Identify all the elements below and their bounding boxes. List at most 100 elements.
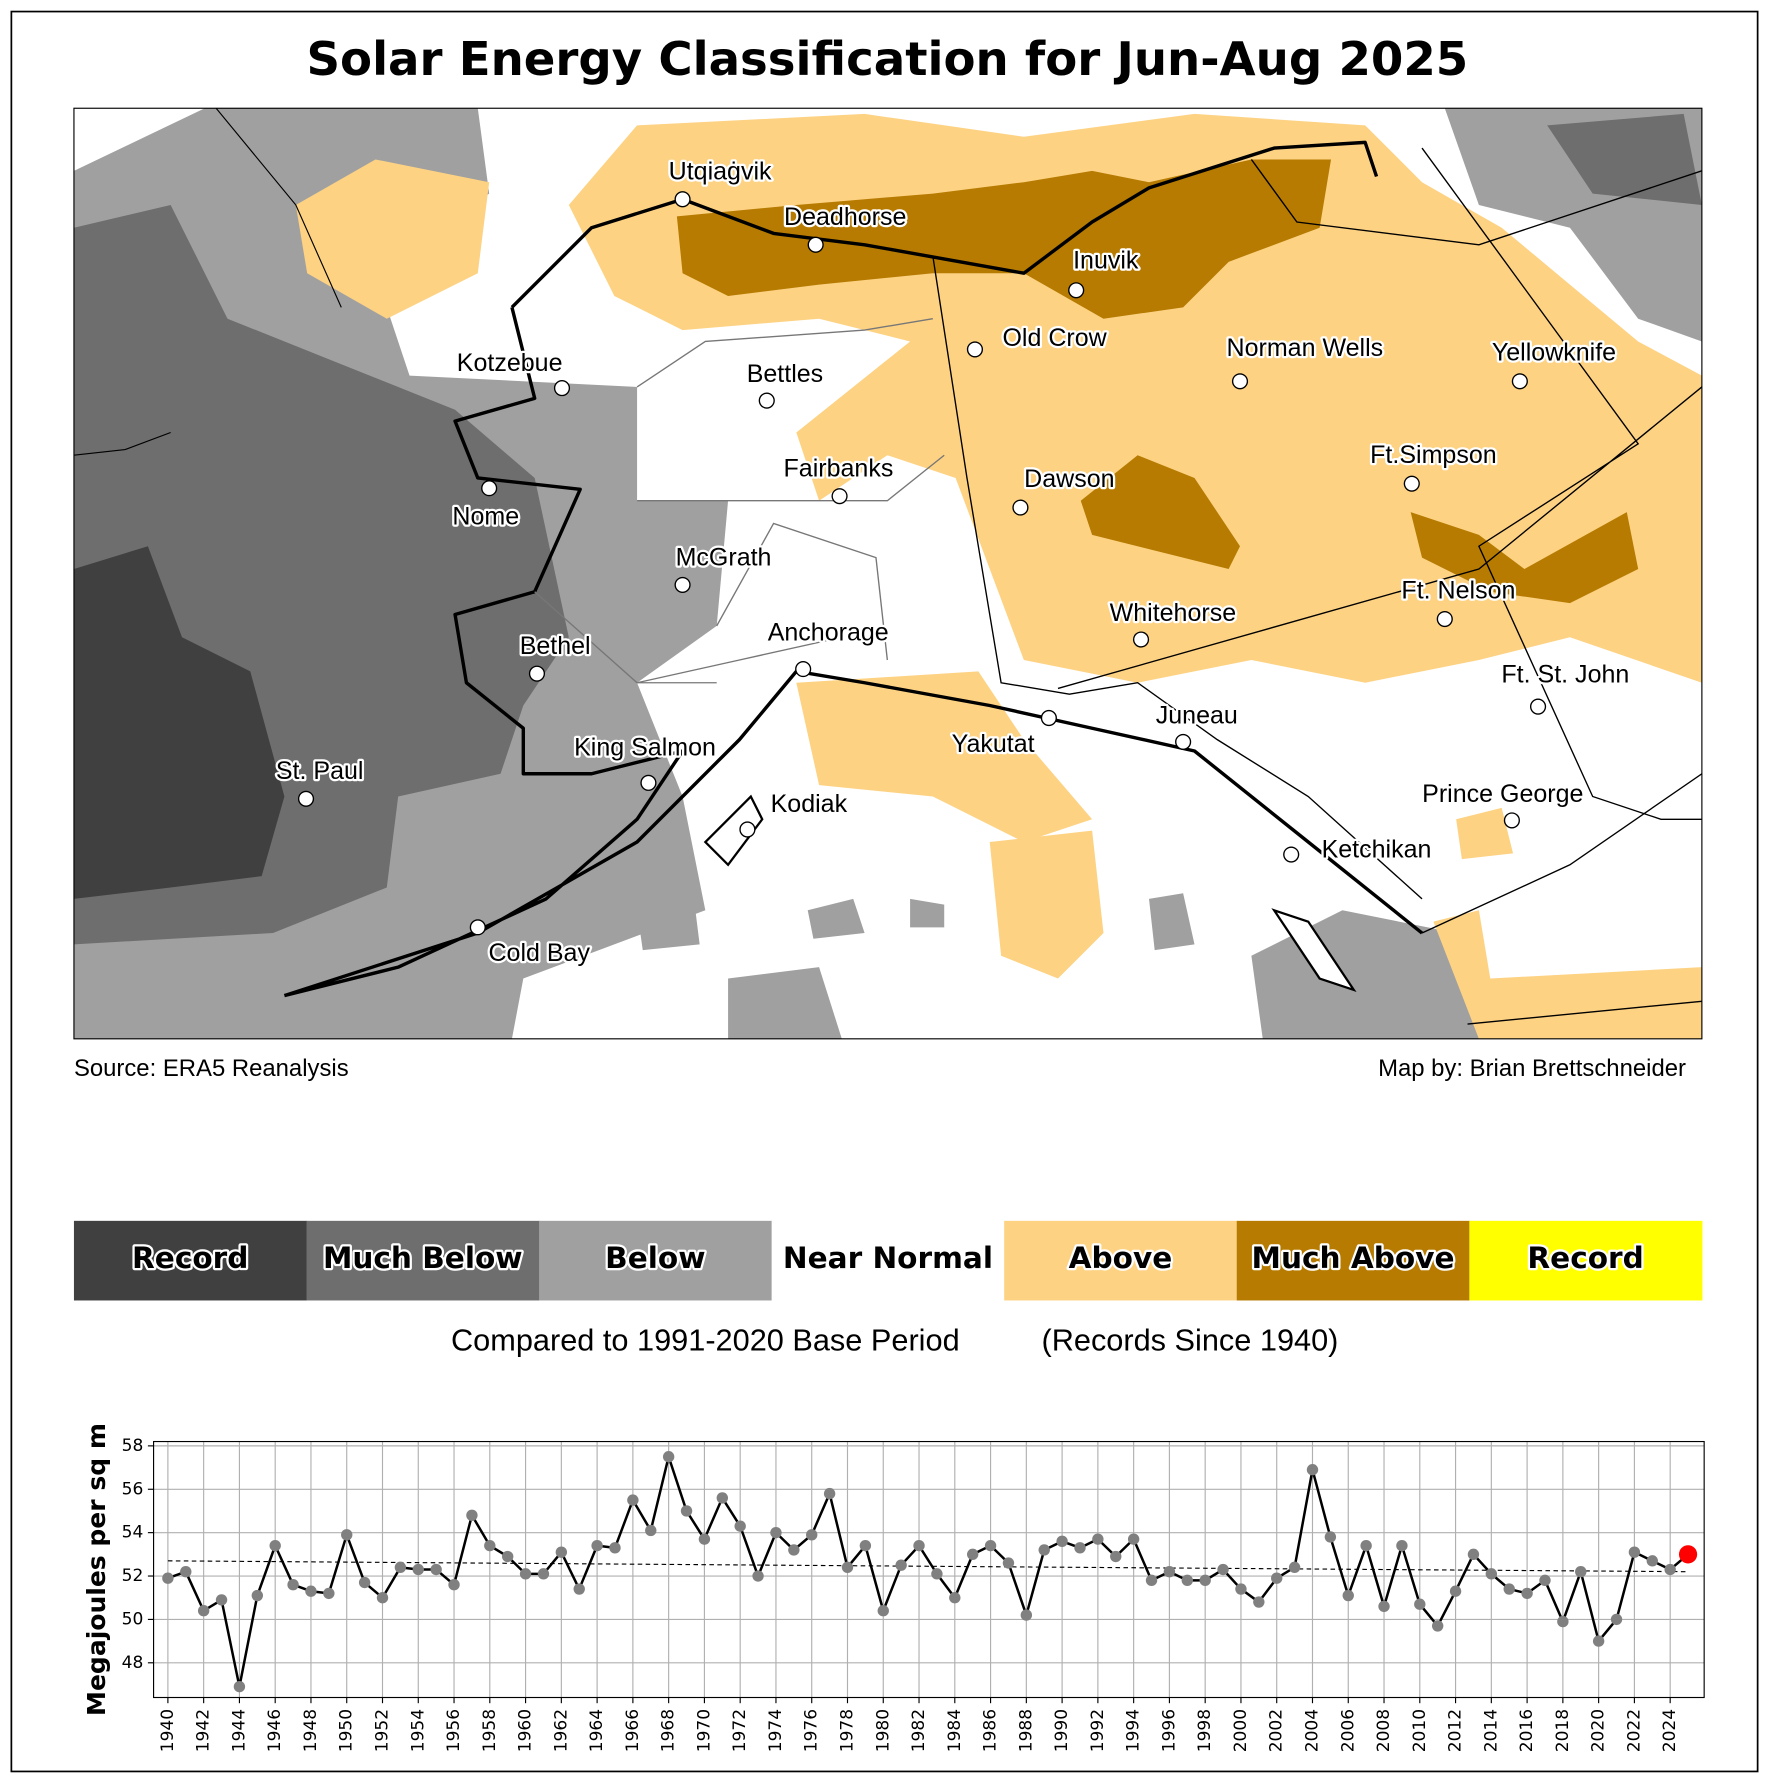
data-marker xyxy=(287,1579,299,1591)
map-credit: Map by: Brian Brettschneider xyxy=(1378,1055,1686,1082)
x-tick-label: 2010 xyxy=(1410,1709,1430,1752)
x-tick-label: 1972 xyxy=(730,1709,750,1752)
city-marker xyxy=(1529,698,1547,715)
data-marker xyxy=(1253,1596,1265,1608)
city-marker xyxy=(831,488,848,505)
data-marker xyxy=(1002,1557,1015,1569)
data-marker xyxy=(1199,1574,1211,1587)
data-marker xyxy=(430,1563,442,1576)
data-marker xyxy=(1592,1635,1605,1647)
data-marker xyxy=(448,1579,460,1591)
map-shape xyxy=(703,794,1357,993)
data-marker xyxy=(519,1568,532,1580)
city-marker xyxy=(966,341,984,358)
data-marker xyxy=(788,1544,800,1556)
city-marker xyxy=(1436,610,1453,628)
legend-label: Much Below xyxy=(323,1241,523,1275)
data-marker xyxy=(859,1539,872,1552)
map-shape xyxy=(73,108,342,456)
data-marker xyxy=(412,1563,424,1576)
city-label: Bethel xyxy=(520,632,591,660)
legend-label: Below xyxy=(605,1241,705,1275)
x-tick-label: 1960 xyxy=(516,1709,536,1752)
x-tick-label: 2014 xyxy=(1481,1709,1501,1752)
map-shape xyxy=(796,671,1093,843)
data-marker xyxy=(1038,1544,1050,1556)
x-tick-label: 2012 xyxy=(1446,1709,1466,1752)
y-tick-label: 52 xyxy=(122,1566,144,1586)
data-marker xyxy=(662,1451,675,1463)
map-shape xyxy=(1547,113,1702,205)
x-tick-label: 1988 xyxy=(1016,1709,1036,1752)
city-marker xyxy=(469,919,486,936)
x-tick-label: 1992 xyxy=(1088,1709,1108,1752)
data-marker xyxy=(573,1583,585,1595)
data-marker xyxy=(233,1680,246,1693)
city-marker xyxy=(640,774,657,791)
data-marker xyxy=(1503,1583,1515,1595)
title: Solar Energy Classification for Jun-Aug … xyxy=(306,32,1468,86)
city-label: Ft.Simpson xyxy=(1370,441,1497,469)
data-marker xyxy=(1092,1533,1104,1545)
data-marker xyxy=(895,1559,907,1571)
x-tick-label: 1978 xyxy=(837,1709,857,1752)
city-label: Cold Bay xyxy=(488,939,590,967)
city-marker xyxy=(758,392,775,409)
legend-swatch xyxy=(1236,1220,1470,1301)
data-marker xyxy=(1449,1585,1462,1597)
data-marker xyxy=(1271,1572,1283,1584)
x-tick-label: 1982 xyxy=(909,1709,929,1752)
legend-swatch xyxy=(1469,1220,1703,1301)
map-shape xyxy=(1410,512,1639,604)
data-marker xyxy=(305,1585,317,1597)
data-marker xyxy=(1163,1566,1176,1578)
data-marker xyxy=(609,1542,621,1554)
data-marker xyxy=(1306,1464,1319,1476)
data-marker xyxy=(1110,1550,1122,1563)
map-shape xyxy=(73,546,285,899)
city-marker xyxy=(528,665,546,682)
data-marker xyxy=(1324,1531,1337,1543)
line-chart: 48 50 52 54 56 58 1940 1942 1944 1946 1948 1950 1952… xyxy=(82,1423,1705,1752)
city-marker xyxy=(739,821,756,838)
city-label: Deadhorse xyxy=(784,203,906,231)
legend-swatch xyxy=(73,1220,308,1301)
data-marker xyxy=(1467,1548,1480,1561)
data-marker xyxy=(466,1509,478,1521)
x-tick-label: 1996 xyxy=(1159,1709,1179,1752)
city-marker xyxy=(1283,846,1300,863)
data-marker xyxy=(180,1566,192,1578)
data-marker xyxy=(251,1589,263,1602)
data-marker xyxy=(680,1505,693,1517)
data-marker xyxy=(1127,1533,1140,1545)
data-marker xyxy=(1217,1563,1229,1576)
x-tick-label: 2004 xyxy=(1302,1709,1322,1752)
city-label: Kotzebue xyxy=(457,349,563,377)
x-tick-label: 1950 xyxy=(337,1709,357,1752)
data-marker xyxy=(1664,1563,1676,1576)
y-tick-label: 48 xyxy=(122,1653,144,1673)
city-marker xyxy=(1068,282,1085,299)
city-label: Ft. St. John xyxy=(1501,661,1629,689)
x-tick-label: 1980 xyxy=(873,1709,893,1752)
city-marker xyxy=(297,790,315,807)
trend-line xyxy=(167,1560,1689,1573)
city-marker xyxy=(1511,373,1528,390)
city-label: Ketchikan xyxy=(1322,836,1432,864)
data-marker xyxy=(358,1576,371,1589)
data-marker xyxy=(341,1529,353,1541)
city-label: Ft. Nelson xyxy=(1401,576,1515,604)
data-marker xyxy=(1557,1615,1569,1628)
city-label: Anchorage xyxy=(768,618,889,646)
data-marker xyxy=(823,1487,836,1500)
data-marker xyxy=(502,1550,514,1563)
map: Utqiaġvik Deadhorse Inuvik Kotzebue Bettles O… xyxy=(73,107,1703,1082)
data-marker xyxy=(215,1594,228,1606)
x-tick-label: 1942 xyxy=(194,1709,214,1752)
data-marker xyxy=(716,1492,728,1504)
data-marker xyxy=(752,1570,764,1582)
city-markers: Utqiaġvik Deadhorse Inuvik Kotzebue Bettles O… xyxy=(274,155,1632,969)
plot-frame xyxy=(153,1440,1705,1699)
legend-swatch xyxy=(771,1220,1005,1301)
